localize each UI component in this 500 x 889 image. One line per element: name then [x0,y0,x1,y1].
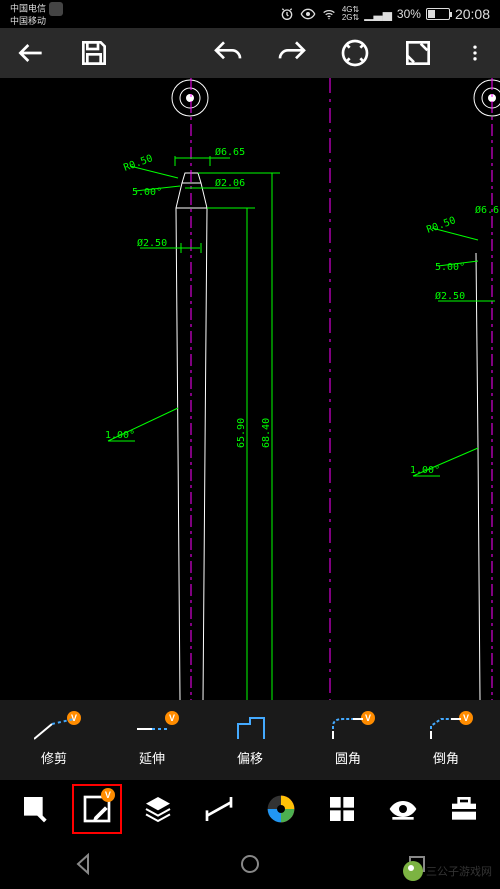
back-icon[interactable] [15,37,47,69]
svg-text:R0.50: R0.50 [425,215,457,236]
status-carriers: 中国电信 中国移动 [10,2,63,26]
save-icon[interactable] [78,37,110,69]
clock: 20:08 [455,6,490,22]
carrier2: 中国移动 [10,16,63,26]
status-right: 4G⇅ 2G⇅ ▁▃▅ 30% 20:08 [279,6,490,22]
target-right [474,80,500,116]
view-button[interactable] [378,784,428,834]
svg-text:1.00°: 1.00° [410,465,440,476]
grid-button[interactable] [317,784,367,834]
zoom-extents-icon[interactable] [339,37,371,69]
extend-tool[interactable]: V 延伸 [107,714,197,767]
battery-pct: 30% [397,7,421,21]
svg-text:Ø6.6: Ø6.6 [475,204,499,216]
carrier1: 中国电信 [10,3,46,13]
offset-tool[interactable]: 偏移 [205,714,295,767]
chamfer-label: 倒角 [433,748,459,767]
app-toolbar [0,28,500,78]
menu-icon[interactable] [465,37,485,69]
svg-text:5.00°: 5.00° [435,262,465,273]
trim-tool[interactable]: V 修剪 [9,714,99,767]
chamfer-tool[interactable]: V 倒角 [401,714,491,767]
signal-info: 4G⇅ 2G⇅ [342,6,359,22]
layers-button[interactable] [133,784,183,834]
offset-label: 偏移 [237,748,263,767]
battery-icon [426,8,450,20]
fillet-tool[interactable]: V 圆角 [303,714,393,767]
svg-text:1.00°: 1.00° [105,430,135,441]
redo-icon[interactable] [276,37,308,69]
mode-icons-bar: V [0,780,500,838]
undo-icon[interactable] [212,37,244,69]
wechat-icon [49,2,63,16]
status-bar: 中国电信 中国移动 4G⇅ 2G⇅ ▁▃▅ 30% 20:08 [0,0,500,28]
dimensions: Ø6.65 Ø2.06 R0.50 5.00° Ø2.50 1.00° 65.9… [105,146,499,700]
edit-mode-button[interactable]: V [72,784,122,834]
watermark-text: 三公子游戏网 [426,863,492,879]
svg-text:Ø6.65: Ø6.65 [215,146,245,158]
svg-text:5.00°: 5.00° [132,187,162,198]
target-left [172,80,208,116]
eye-icon [300,6,316,22]
svg-text:Ø2.50: Ø2.50 [137,237,167,249]
fullscreen-icon[interactable] [402,37,434,69]
color-button[interactable] [256,784,306,834]
trim-label: 修剪 [41,748,67,767]
nav-back-icon[interactable] [71,852,95,876]
watermark: 三公子游戏网 [403,861,492,881]
watermark-logo-icon [403,861,423,881]
draw-mode-button[interactable] [11,784,61,834]
svg-text:65.90: 65.90 [236,418,247,448]
toolbox-button[interactable] [439,784,489,834]
wifi-icon [321,6,337,22]
extend-label: 延伸 [139,748,165,767]
drawing-svg: Ø6.65 Ø2.06 R0.50 5.00° Ø2.50 1.00° 65.9… [0,78,500,700]
vip-badge-icon: V [101,788,115,802]
signal-bars: ▁▃▅ [364,7,392,21]
fillet-label: 圆角 [335,748,361,767]
svg-text:68.40: 68.40 [261,418,272,448]
nav-home-icon[interactable] [238,852,262,876]
main-part [176,78,207,700]
right-part [476,78,492,700]
svg-text:Ø2.50: Ø2.50 [435,290,465,302]
edit-tools-bar: V 修剪 V 延伸 偏移 V 圆角 V 倒角 [0,700,500,780]
cad-canvas[interactable]: Ø6.65 Ø2.06 R0.50 5.00° Ø2.50 1.00° 65.9… [0,78,500,700]
measure-button[interactable] [194,784,244,834]
svg-text:Ø2.06: Ø2.06 [215,177,245,189]
alarm-icon [279,6,295,22]
